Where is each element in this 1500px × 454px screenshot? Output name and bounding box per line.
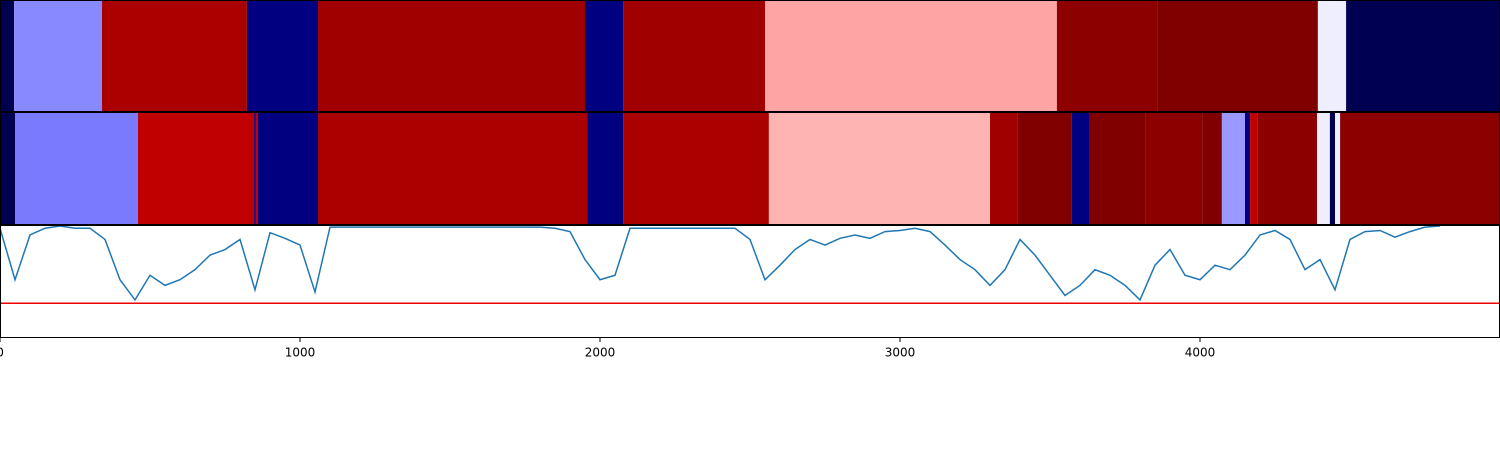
segment: [1317, 1, 1347, 112]
segment: [1017, 113, 1072, 225]
segment: [768, 113, 990, 225]
segment: [1335, 113, 1341, 225]
segment: [138, 113, 255, 225]
segment: [258, 113, 318, 225]
segment: [1089, 113, 1146, 225]
segment: [1257, 113, 1317, 225]
segment: [318, 1, 585, 112]
x-tick-label: 2000: [585, 346, 616, 360]
segment: [1329, 113, 1335, 225]
segment: [254, 113, 256, 225]
segment: [255, 113, 258, 225]
data-line: [0, 226, 1441, 302]
segment: [1157, 1, 1318, 112]
segment: [623, 113, 769, 225]
segment: [765, 1, 1057, 112]
segment: [1317, 113, 1330, 225]
segment: [587, 113, 624, 225]
segment: [0, 113, 15, 225]
segment: [585, 1, 624, 112]
segment: [246, 1, 318, 112]
segment: [15, 113, 138, 225]
segment: [990, 113, 1018, 225]
segment: [1056, 1, 1158, 112]
segment: [1071, 113, 1089, 225]
segment: [1250, 113, 1258, 225]
segment: [623, 1, 765, 112]
x-tick-label: 3000: [885, 346, 916, 360]
x-tick-label: 0: [0, 346, 4, 360]
segment: [1340, 113, 1500, 225]
segment: [14, 1, 103, 112]
segment: [1145, 113, 1203, 225]
segment: [1221, 113, 1245, 225]
segment: [1202, 113, 1222, 225]
segment: [318, 113, 588, 225]
segment: [102, 1, 247, 112]
segment: [1245, 113, 1251, 225]
x-tick-label: 1000: [285, 346, 316, 360]
x-tick-label: 4000: [1185, 346, 1216, 360]
segment: [0, 1, 15, 112]
panel-frame: [0, 225, 1500, 338]
segment: [1346, 1, 1500, 112]
